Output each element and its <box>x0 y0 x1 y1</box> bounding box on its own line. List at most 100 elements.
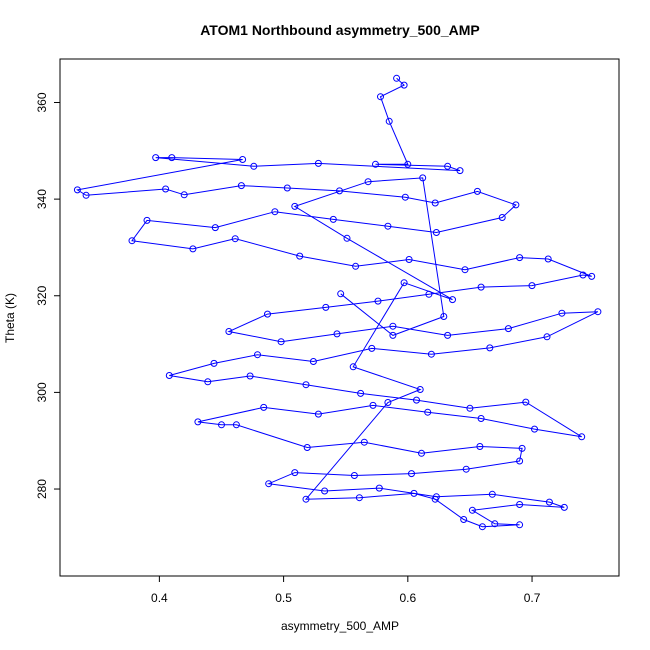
y-tick-label: 340 <box>35 189 49 209</box>
data-point <box>431 199 439 207</box>
y-axis: 280 300 320 340 360 <box>35 92 60 499</box>
data-point <box>349 363 357 371</box>
data-point <box>473 187 481 195</box>
data-point <box>516 457 524 465</box>
data-point <box>401 193 409 201</box>
data-point <box>488 490 496 498</box>
x-tick-label: 0.7 <box>524 591 541 605</box>
data-point <box>468 506 476 514</box>
data-point <box>516 254 524 262</box>
data-point <box>408 470 415 478</box>
data-point <box>476 443 484 450</box>
data-point <box>461 266 469 274</box>
data-point <box>462 465 470 473</box>
data-point <box>427 350 435 358</box>
data-point <box>265 480 273 488</box>
data-point <box>309 358 317 365</box>
data-point <box>449 296 456 304</box>
data-point <box>329 215 337 223</box>
data-point <box>413 396 420 404</box>
data-series <box>73 74 602 531</box>
data-point <box>291 469 299 477</box>
data-point <box>518 444 526 452</box>
data-point <box>271 208 279 216</box>
data-point <box>143 216 151 224</box>
data-point <box>400 279 408 287</box>
data-point <box>486 344 494 352</box>
data-point <box>400 81 408 89</box>
data-point <box>460 516 468 523</box>
data-point <box>385 117 393 125</box>
data-point <box>375 484 383 492</box>
data-point <box>73 186 81 194</box>
data-point <box>528 282 536 290</box>
x-axis-label: asymmetry_500_AMP <box>281 619 399 633</box>
data-point <box>162 185 170 193</box>
data-point <box>211 224 219 232</box>
x-tick-label: 0.6 <box>399 591 416 605</box>
plot-frame <box>59 58 620 577</box>
data-point <box>444 331 452 339</box>
data-point <box>210 359 218 367</box>
data-point <box>384 222 392 230</box>
data-point <box>291 202 299 210</box>
data-point <box>498 214 506 221</box>
data-point <box>152 154 160 162</box>
data-point <box>504 325 512 333</box>
data-point <box>558 309 566 317</box>
x-tick-label: 0.4 <box>151 591 168 605</box>
series-line <box>76 77 599 528</box>
data-point <box>578 433 586 441</box>
data-point <box>180 191 188 199</box>
data-point <box>296 252 304 260</box>
data-point <box>250 162 258 170</box>
data-point <box>456 167 464 175</box>
data-point <box>232 421 240 429</box>
data-point <box>477 415 485 422</box>
data-point <box>389 322 397 330</box>
y-tick-label: 280 <box>35 479 49 499</box>
data-point <box>350 472 358 479</box>
data-point <box>405 256 413 263</box>
data-point <box>512 201 520 209</box>
data-point <box>231 235 239 243</box>
x-axis: 0.4 0.5 0.6 0.7 <box>151 576 541 605</box>
data-point <box>355 494 363 502</box>
data-point <box>82 191 90 199</box>
data-point <box>254 351 261 359</box>
data-point <box>588 272 596 280</box>
data-point <box>333 330 341 338</box>
data-point <box>314 410 322 418</box>
data-point <box>419 174 427 182</box>
data-point <box>432 229 440 236</box>
data-point <box>336 187 343 195</box>
data-point <box>393 74 401 82</box>
data-point <box>321 487 329 495</box>
data-point <box>128 237 136 245</box>
data-point <box>491 520 499 528</box>
data-point <box>404 160 412 168</box>
data-point <box>352 262 360 270</box>
data-point <box>369 401 377 409</box>
data-point <box>239 156 247 163</box>
data-point <box>416 386 424 393</box>
data-point <box>277 338 285 346</box>
data-point <box>384 399 392 406</box>
data-point <box>264 310 271 318</box>
data-point <box>594 308 602 316</box>
y-tick-label: 300 <box>35 382 49 402</box>
data-point <box>283 184 291 192</box>
y-tick-label: 320 <box>35 285 49 305</box>
data-point <box>302 381 310 389</box>
data-point <box>466 404 474 412</box>
data-point <box>425 290 433 298</box>
data-point <box>477 283 485 291</box>
data-point <box>374 297 382 305</box>
data-point <box>516 521 524 529</box>
data-point <box>165 372 173 379</box>
data-point <box>204 378 212 386</box>
data-point <box>431 495 439 503</box>
data-point <box>343 234 351 242</box>
data-point <box>418 449 425 457</box>
